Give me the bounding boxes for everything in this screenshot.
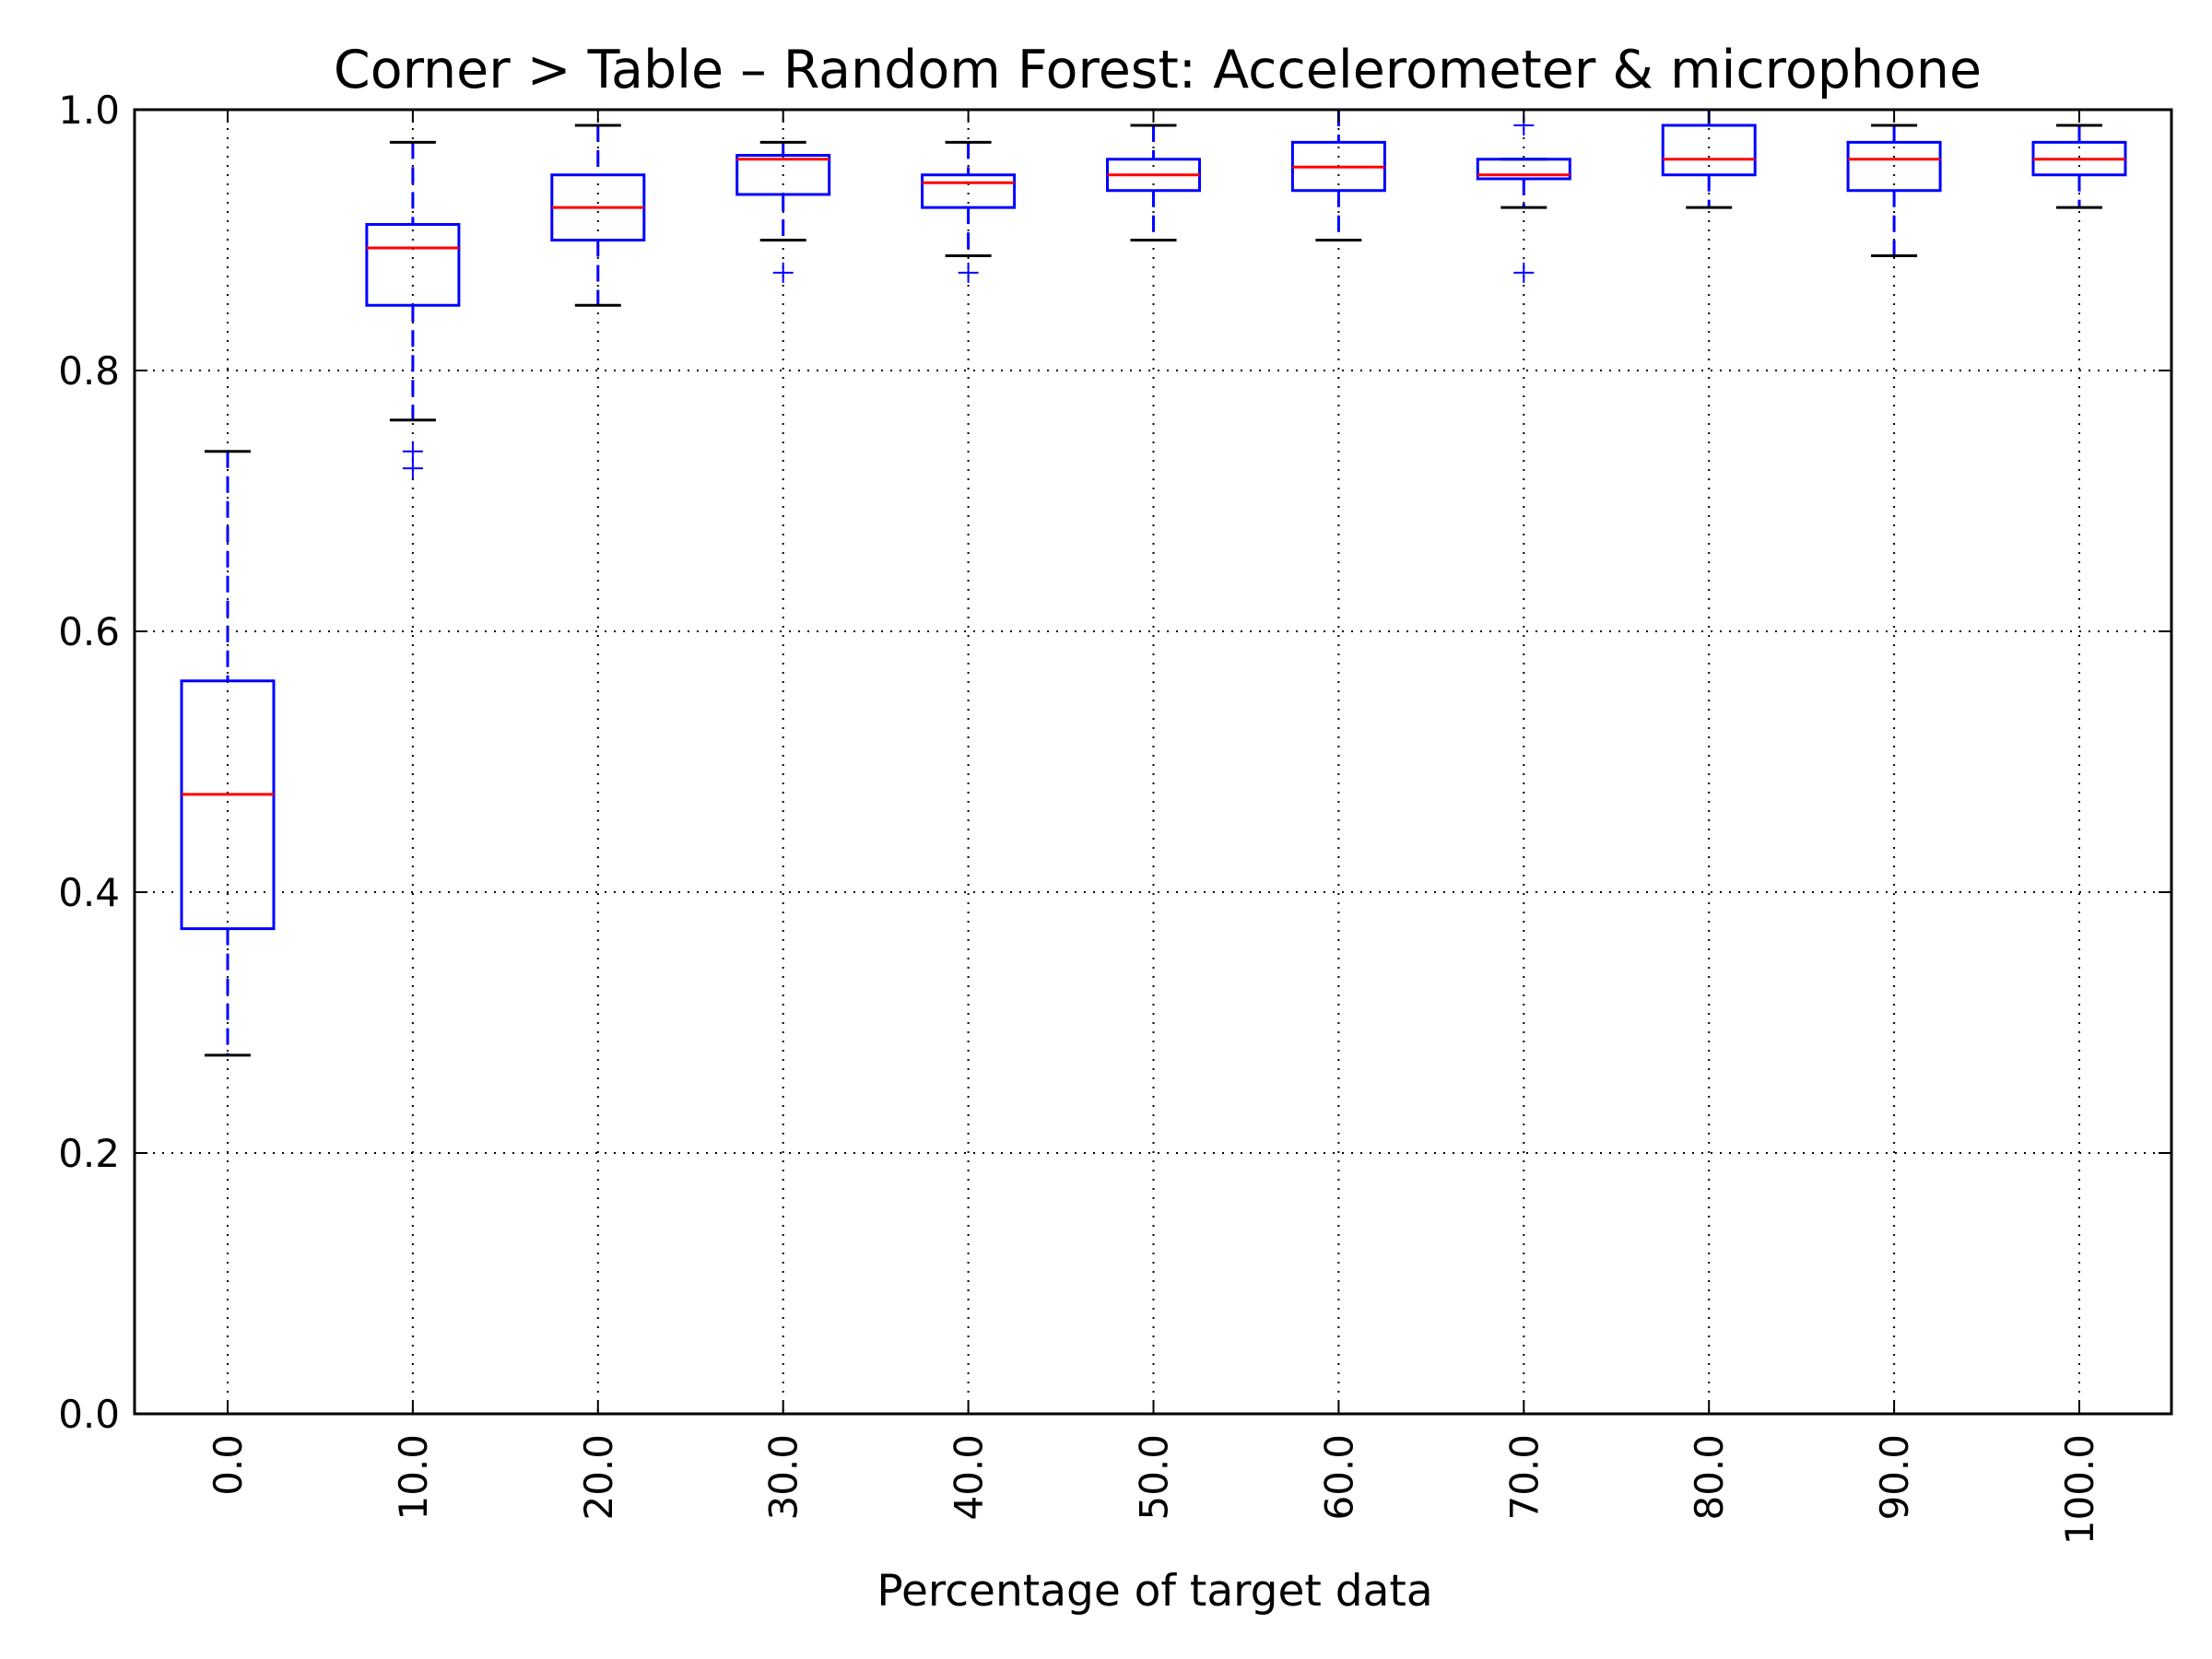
x-tick-label: 10.0 (391, 1434, 436, 1521)
x-tick-label: 100.0 (2057, 1434, 2102, 1545)
outlier-marker (958, 262, 979, 283)
x-tick-label: 70.0 (1501, 1434, 1547, 1521)
x-axis-label: Percentage of target data (877, 1566, 1432, 1617)
x-tick-label: 0.0 (206, 1434, 251, 1496)
chart-title: Corner > Table – Random Forest: Accelero… (334, 40, 1982, 100)
box-iqr (921, 173, 1017, 209)
box-20.0 (550, 124, 646, 307)
ticks: 0.0 0.2 0.4 0.6 0.8 1.0 0.0 10.0 20.0 30.0 40.0 50.… (58, 88, 2171, 1545)
y-tick-label: 0.8 (58, 348, 120, 394)
box-100.0 (2031, 124, 2127, 209)
box-iqr (735, 154, 831, 196)
y-tick-label: 0.0 (58, 1392, 120, 1437)
box-iqr (1661, 124, 1757, 177)
box-40.0 (921, 140, 1017, 283)
x-tick-label: 50.0 (1132, 1434, 1177, 1521)
x-tick-label: 90.0 (1872, 1434, 1917, 1521)
box-0.0 (180, 450, 276, 1057)
x-tick-label: 30.0 (761, 1434, 806, 1521)
outlier-marker (772, 262, 794, 283)
box-iqr (180, 679, 276, 931)
box-50.0 (1106, 124, 1201, 241)
y-tick-label: 0.6 (58, 609, 120, 654)
x-tick-label: 40.0 (947, 1434, 992, 1521)
x-tick-label: 60.0 (1316, 1434, 1361, 1521)
box-iqr (1476, 158, 1571, 181)
box-90.0 (1846, 124, 1942, 257)
outlier-marker (402, 441, 423, 462)
box-30.0 (735, 140, 831, 283)
x-tick-label: 20.0 (576, 1434, 621, 1521)
outlier-marker (402, 458, 423, 479)
grid-lines (135, 110, 2171, 1414)
outlier-marker (1513, 262, 1535, 283)
box-10.0 (365, 140, 461, 479)
box-iqr (365, 223, 461, 307)
y-tick-label: 0.2 (58, 1131, 120, 1176)
x-tick-label: 80.0 (1687, 1434, 1732, 1521)
y-tick-label: 0.4 (58, 870, 120, 915)
y-tick-label: 1.0 (58, 88, 120, 133)
box-iqr (1846, 140, 1942, 193)
boxes (180, 108, 2127, 1057)
